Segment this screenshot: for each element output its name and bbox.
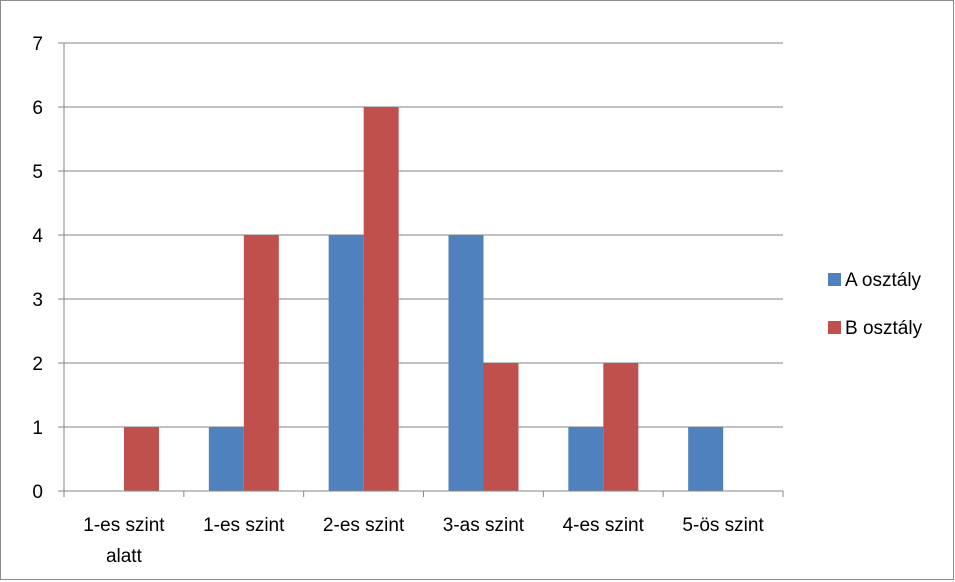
bar-series-b xyxy=(603,363,639,491)
y-tick-label: 0 xyxy=(32,482,43,503)
y-tick-labels: 0 1 2 3 4 5 6 7 xyxy=(32,34,43,503)
y-tick-label: 6 xyxy=(32,98,43,119)
legend-label: A osztály xyxy=(845,270,922,291)
bar-series-a xyxy=(688,427,724,491)
legend: A osztály B osztály xyxy=(828,270,923,339)
legend-label: B osztály xyxy=(845,318,923,339)
legend-swatch xyxy=(828,273,841,286)
bar-series-a xyxy=(568,427,604,491)
bar-series-a xyxy=(328,235,364,491)
bar-series-a xyxy=(448,235,484,491)
y-tick-label: 5 xyxy=(32,162,43,183)
bar-series-b xyxy=(363,107,399,491)
x-tick-label: 3-as szint xyxy=(443,515,525,536)
axes xyxy=(58,42,784,497)
y-tick-label: 2 xyxy=(32,354,43,375)
y-tick-label: 1 xyxy=(32,418,43,439)
x-tick-label: 2-es szint xyxy=(323,515,405,536)
y-tick-label: 3 xyxy=(32,290,43,311)
x-tick-label: 5-ös szint xyxy=(682,515,764,536)
bar-series-a xyxy=(208,427,244,491)
x-tick-label: alatt xyxy=(106,546,143,567)
y-tick-label: 4 xyxy=(32,226,43,247)
bars xyxy=(124,107,724,491)
x-tick-label: 4-es szint xyxy=(563,515,645,536)
legend-swatch xyxy=(828,321,841,334)
y-tick-label: 7 xyxy=(32,34,43,55)
bar-series-b xyxy=(483,363,519,491)
bar-series-b xyxy=(124,427,159,491)
x-tick-label: 1-es szint xyxy=(203,515,285,536)
x-tick-label: 1-es szint xyxy=(83,515,165,536)
bar-series-b xyxy=(243,235,279,491)
gridlines xyxy=(64,42,783,428)
x-tick-labels: 1-es szint alatt 1-es szint 2-es szint 3-as … xyxy=(83,515,764,567)
